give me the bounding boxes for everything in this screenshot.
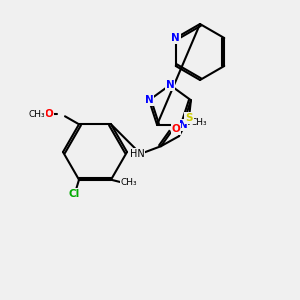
Text: N: N (171, 33, 180, 43)
Text: N: N (178, 120, 187, 130)
Text: O: O (45, 109, 53, 119)
Text: O: O (172, 124, 180, 134)
Text: CH₃: CH₃ (190, 118, 207, 127)
Text: HN: HN (130, 149, 144, 159)
Text: CH₃: CH₃ (29, 110, 45, 119)
Text: S: S (185, 113, 193, 123)
Text: CH₃: CH₃ (121, 178, 137, 187)
Text: Cl: Cl (68, 189, 80, 199)
Text: N: N (166, 80, 174, 90)
Text: N: N (145, 95, 154, 105)
